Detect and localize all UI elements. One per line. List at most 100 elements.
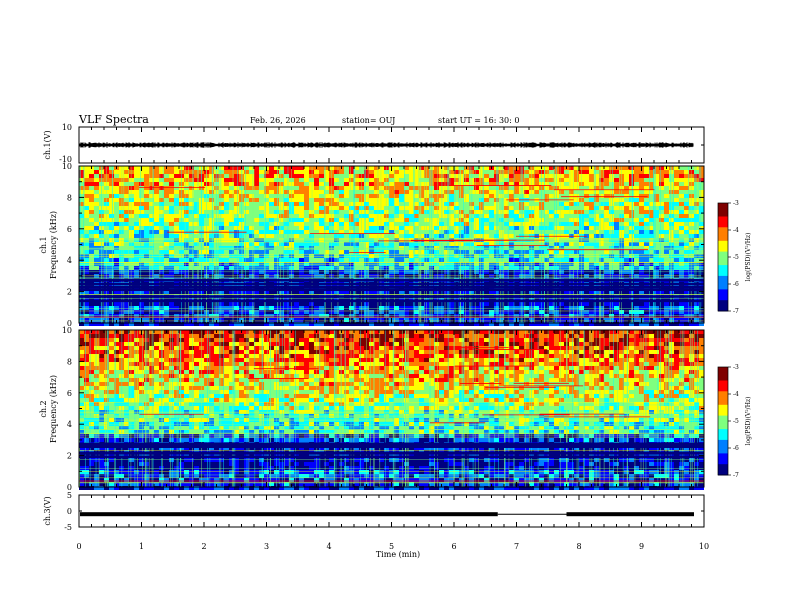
ch1-spec-cell: [294, 210, 299, 214]
ch1-spec-cell: [604, 182, 609, 186]
ch1-spec-cell: [534, 190, 539, 194]
ch1-spec-cell: [234, 222, 239, 226]
ch1-spec-cell: [689, 222, 694, 226]
ch1-spec-cell: [404, 210, 409, 214]
ch1-spec-cell: [254, 258, 259, 262]
ch1-spec-cell: [374, 202, 379, 206]
ch1-spec-cell: [149, 178, 154, 182]
ch1-spec-cell: [469, 170, 474, 174]
ch1-spec-cell: [589, 258, 594, 262]
ch1-spec-cell: [479, 226, 484, 230]
ch1-spec-cell: [129, 170, 134, 174]
ch1-spec-cell: [439, 202, 444, 206]
ch1-spec-cell: [349, 218, 354, 222]
ch1-spec-cell: [369, 266, 374, 270]
ch1-spec-cell: [399, 234, 404, 238]
ch1-spec-cell: [589, 254, 594, 258]
ch1-spec-cell: [664, 202, 669, 206]
ch1-spec-cell: [184, 190, 189, 194]
ch1-spec-cell: [444, 242, 449, 246]
ch1-spec-cell: [599, 218, 604, 222]
ch1-spec-cell: [499, 182, 504, 186]
ch1-spec-cell: [439, 190, 444, 194]
ch1-spec-cell: [434, 222, 439, 226]
ch1-spec-cell: [219, 218, 224, 222]
ch1-spec-cell: [489, 182, 494, 186]
ch1-spec-cell: [129, 174, 134, 178]
ch1-spec-cell: [414, 230, 419, 234]
ch1-spec-cell: [474, 166, 479, 170]
ch1-spec-cell: [309, 202, 314, 206]
ch1-spec-cell: [134, 258, 139, 262]
ch1-spec-cell: [219, 178, 224, 182]
ch1-spec-cell: [299, 170, 304, 174]
ch1-spec-cell: [134, 306, 139, 310]
ch1-spec-cell: [584, 194, 589, 198]
ch1-spec-cell: [499, 290, 504, 294]
ch1-spec-cell: [119, 202, 124, 206]
ch1-spec-cell: [164, 182, 169, 186]
ch1-spec-cell: [379, 290, 384, 294]
ch1-spec-cell: [114, 214, 119, 218]
ch1-spec-cell: [464, 242, 469, 246]
ch1-spec-cell: [574, 302, 579, 306]
ch1-spec-cell: [634, 182, 639, 186]
ch1-spec-cell: [574, 306, 579, 310]
ch1-spec-cell: [299, 222, 304, 226]
ch1-spec-cell: [584, 310, 589, 314]
ch1-spec-cell: [149, 214, 154, 218]
ch1-spec-cell: [634, 254, 639, 258]
ch1-spec-cell: [244, 182, 249, 186]
ch1-spec-cell: [389, 290, 394, 294]
ch1-spec-cell: [84, 318, 89, 322]
ch1-spec-cell: [259, 222, 264, 226]
ch1-spec-cell: [174, 182, 179, 186]
ch1-spec-cell: [149, 254, 154, 258]
ch1-spec-cell: [649, 314, 654, 318]
ch1-spec-cell: [524, 178, 529, 182]
ch1-spec-cell: [279, 290, 284, 294]
ch1-spec-cell: [279, 254, 284, 258]
ch1-spec-cell: [659, 258, 664, 262]
ch1-spec-cell: [674, 222, 679, 226]
ch1-spec-cell: [469, 318, 474, 322]
ch1-spec-cell: [294, 198, 299, 202]
ch1-spec-cell: [119, 306, 124, 310]
ch1-spec-cell: [404, 242, 409, 246]
ch1-spec-cell: [644, 222, 649, 226]
ch1-spec-cell: [174, 166, 179, 170]
ch1-spec-cell: [679, 178, 684, 182]
ch1-spec-cell: [229, 242, 234, 246]
ch1-spec-cell: [174, 206, 179, 210]
ch1-spec-cell: [689, 302, 694, 306]
ch1-spec-cell: [514, 290, 519, 294]
ch1-spec-cell: [349, 242, 354, 246]
ch1-spec-cell: [504, 166, 509, 170]
ch1-spec-cell: [234, 194, 239, 198]
ch1-spec-cell: [449, 254, 454, 258]
ch1-spec-cell: [249, 310, 254, 314]
ch1-spec-cell: [534, 258, 539, 262]
ch1-spec-cell: [574, 178, 579, 182]
ch1-spec-cell: [84, 322, 89, 326]
ch1-spec-cell: [594, 314, 599, 318]
ch1-spec-cell: [449, 318, 454, 322]
ch1-spec-cell: [224, 306, 229, 310]
ch1-spec-cell: [564, 310, 569, 314]
ch1-spec-cell: [464, 218, 469, 222]
ch1-spec-cell: [654, 198, 659, 202]
ch1-spec-cell: [304, 166, 309, 170]
ch1-spec-cell: [184, 302, 189, 306]
ch1-spec-cell: [544, 266, 549, 270]
ch1-spec-cell: [474, 258, 479, 262]
ch1-spec-cell: [149, 230, 154, 234]
ch1-spec-cell: [614, 182, 619, 186]
ch1-spec-cell: [229, 258, 234, 262]
ch1-spec-cell: [454, 230, 459, 234]
ch1-spec-cell: [369, 226, 374, 230]
ch1-spec-cell: [379, 254, 384, 258]
ch1-spec-cell: [299, 290, 304, 294]
ch1-spec-cell: [624, 198, 629, 202]
ch1-spec-cell: [274, 306, 279, 310]
ch1-spec-cell: [309, 242, 314, 246]
